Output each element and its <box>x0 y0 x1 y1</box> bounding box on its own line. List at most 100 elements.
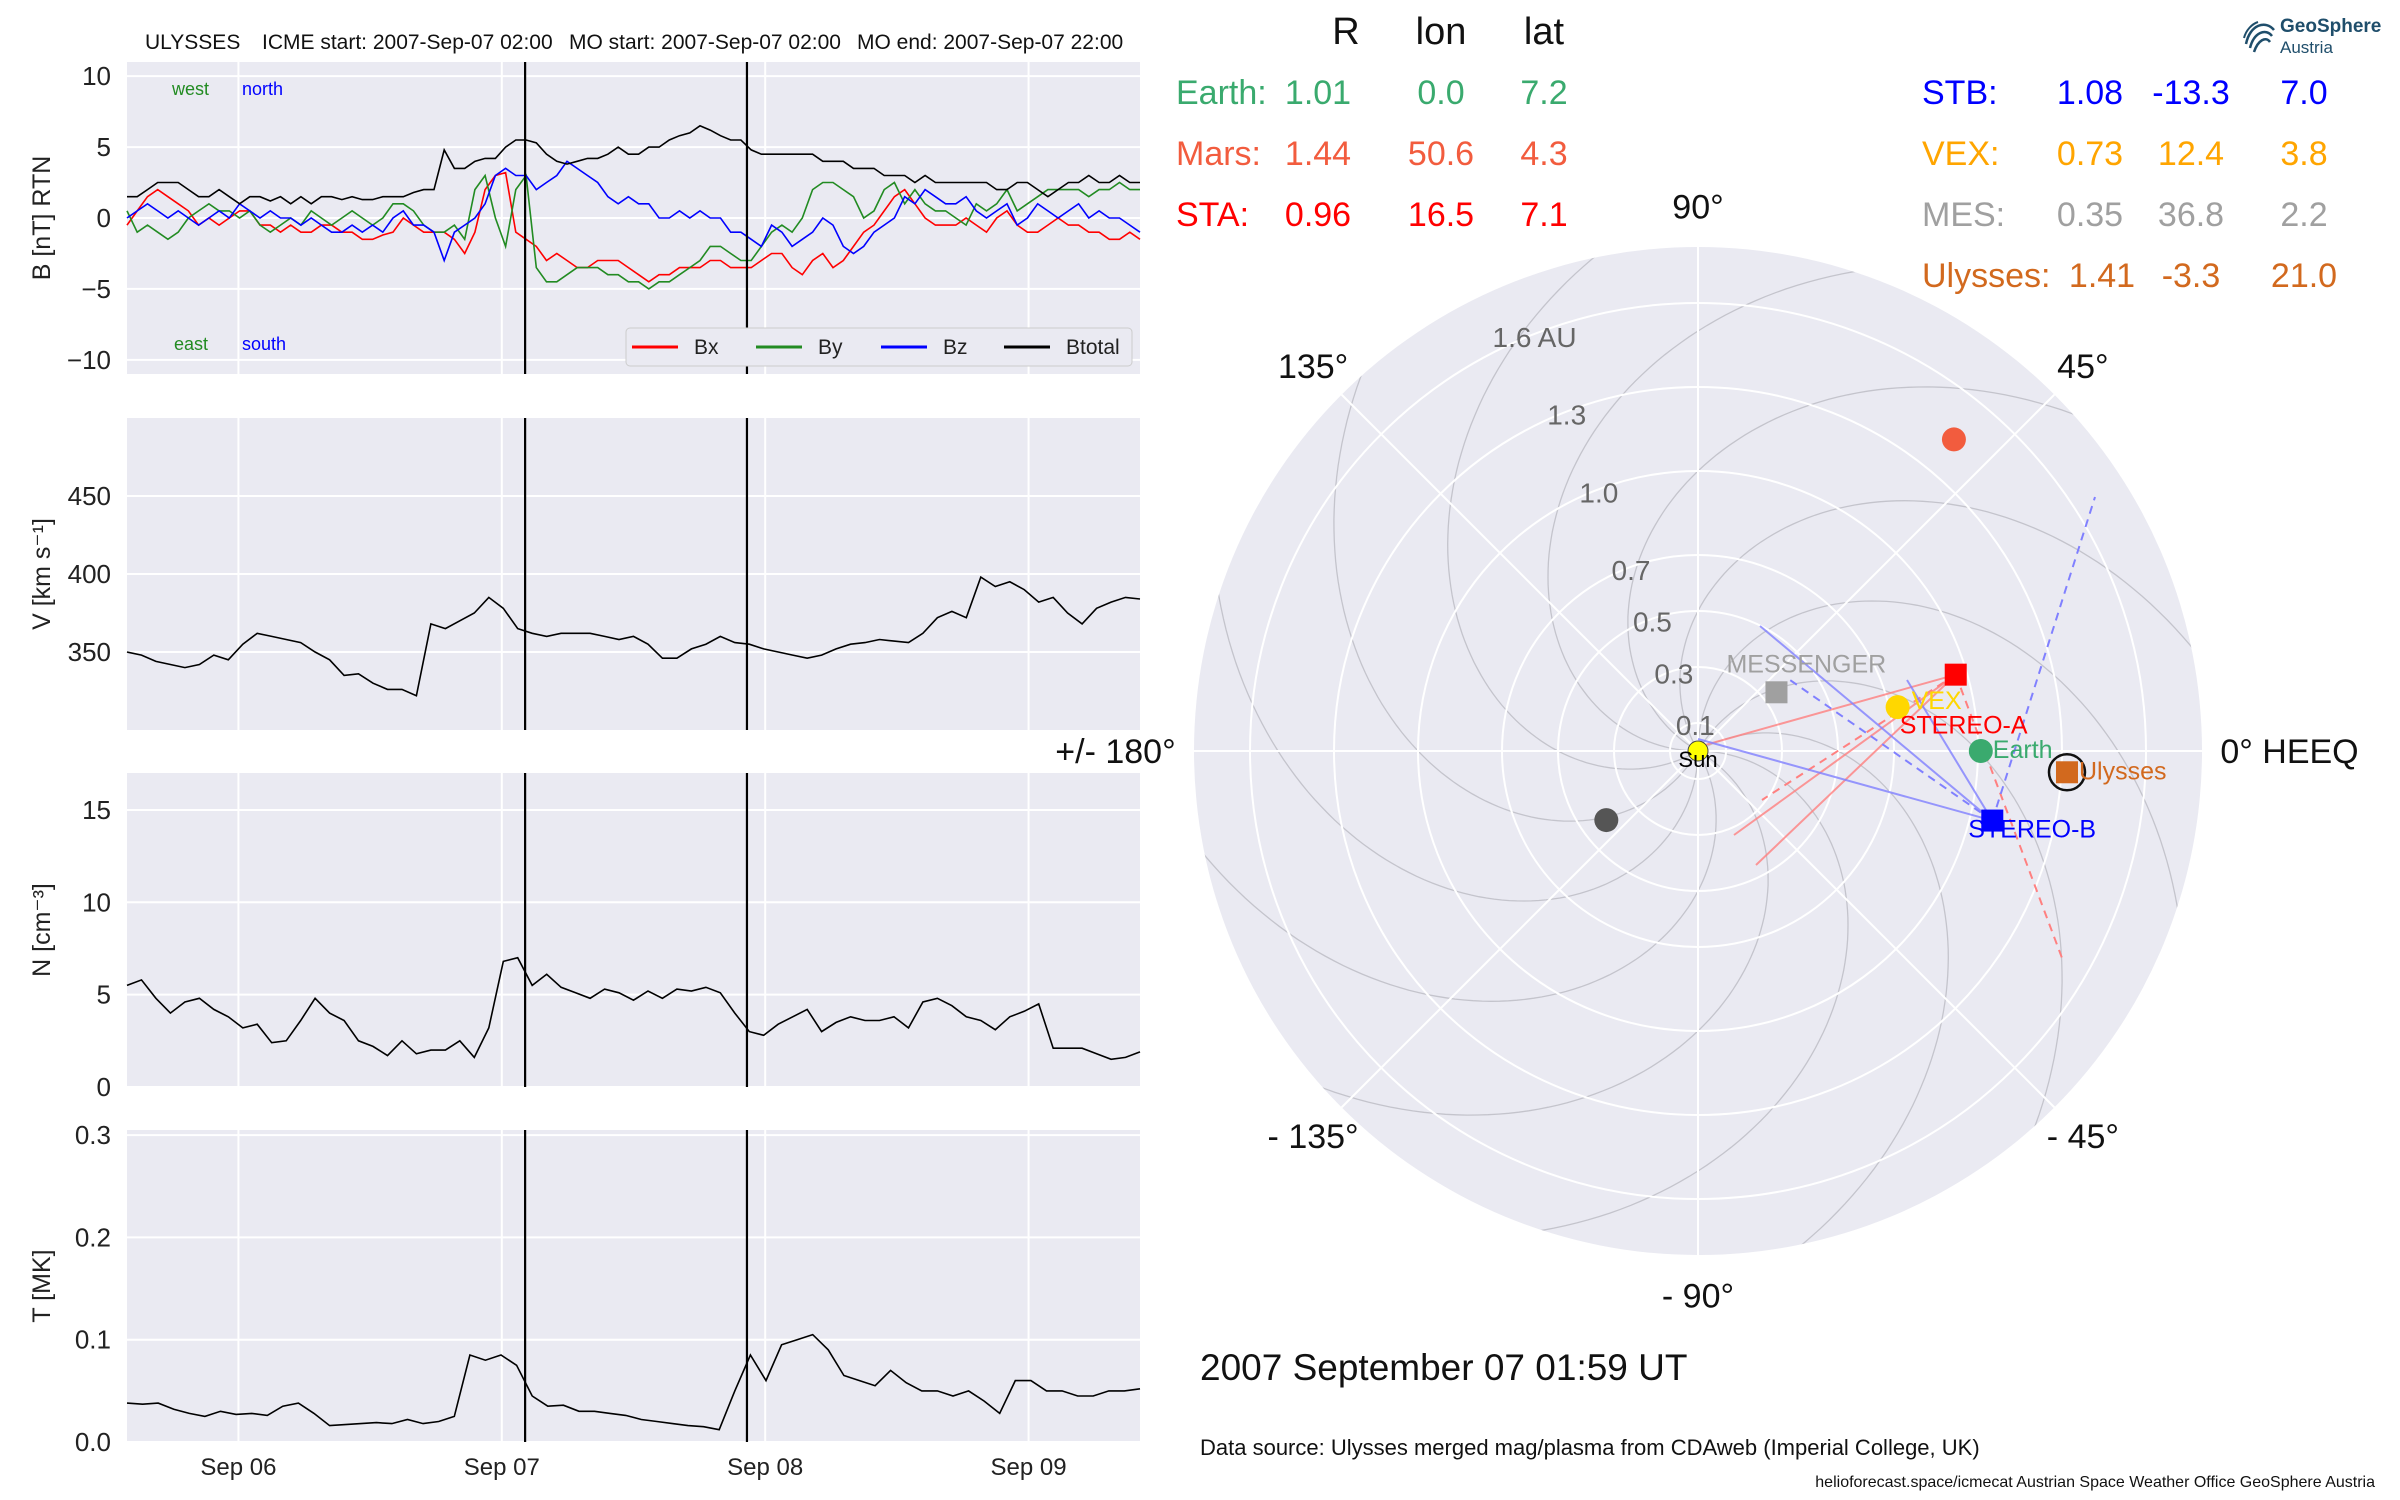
series-line-bz <box>126 160 1141 263</box>
legend: Bx By Bz Btotal <box>625 327 1133 367</box>
body-marker-stereo-a <box>1944 663 1967 686</box>
angle-label: - 45° <box>2047 1118 2119 1156</box>
table-cell-lon: 0.0 <box>1417 74 1464 112</box>
body-marker-messenger <box>1765 681 1788 704</box>
radial-tick-label: 0.1 <box>1676 710 1715 741</box>
table-cell-r: 1.44 <box>1285 135 1351 173</box>
y-tick-label: 0.2 <box>75 1222 111 1252</box>
angle-label: 45° <box>2057 348 2108 386</box>
table-header: R <box>1332 11 1359 53</box>
panel-speed: 450 400 350 V [km s⁻¹] <box>28 418 1141 730</box>
body-marker-stereo-b <box>1981 809 2004 832</box>
y-tick-label: 350 <box>68 637 111 667</box>
table-cell-r: 0.73 <box>2057 135 2123 173</box>
credits: helioforecast.space/icmecat Austrian Spa… <box>1815 1474 2375 1491</box>
panel-density: 15 10 5 0 N [cm⁻³] <box>28 773 1141 1102</box>
y-tick-label: 5 <box>97 132 111 162</box>
x-tick-label: Sep 08 <box>727 1454 803 1481</box>
table-cell-lat: 4.3 <box>1520 135 1567 173</box>
angle-label: - 90° <box>1662 1277 1734 1315</box>
table-cell-lat: 2.2 <box>2280 196 2327 234</box>
table-row-name: STA: <box>1176 196 1249 234</box>
table-row-name: Earth: <box>1176 74 1267 112</box>
series-line-v <box>126 575 1141 697</box>
table-row-name: STB: <box>1922 74 1998 112</box>
table-header: lat <box>1524 11 1565 53</box>
corner-label-east: east <box>174 334 208 354</box>
header-spacecraft: ULYSSES <box>145 31 240 54</box>
body-marker-sun <box>1687 740 1709 762</box>
table-cell-r: 1.08 <box>2057 74 2123 112</box>
trajectory-lines <box>1697 496 2096 959</box>
table-cell-lon: -3.3 <box>2162 257 2221 295</box>
body-label-messenger: MESSENGER <box>1726 650 1886 678</box>
ulysses-ring <box>2047 753 2087 792</box>
series-line-n <box>126 956 1141 1061</box>
angle-label: 0° HEEQ <box>2220 733 2358 771</box>
y-tick-label: 0.0 <box>75 1427 111 1457</box>
legend-label: Bz <box>943 336 968 359</box>
table-cell-lon: 50.6 <box>1408 135 1474 173</box>
table-cell-lon: 12.4 <box>2158 135 2224 173</box>
radial-tick-label: 0.3 <box>1654 658 1693 689</box>
header-mo-end: MO end: 2007-Sep-07 22:00 <box>857 31 1123 54</box>
panel-background <box>127 773 1140 1087</box>
table-row-name: Ulysses: <box>1922 257 2050 295</box>
body-label-sun: Sun <box>1678 747 1717 772</box>
table-cell-r: 1.41 <box>2069 257 2135 295</box>
y-tick-label: 15 <box>82 795 111 825</box>
angle-label: 135° <box>1278 348 1348 386</box>
radial-tick-label: 1.0 <box>1579 477 1618 508</box>
table-cell-r: 0.35 <box>2057 196 2123 234</box>
body-marker-ulysses <box>2055 761 2078 784</box>
polar-orbit-plot: 0.1 0.3 0.5 0.7 1.0 1.3 1.6 AU 0° HEEQ 45° 90° 135… <box>1055 189 2358 1316</box>
y-axis-label: T [MK] <box>28 1249 56 1322</box>
y-tick-label: −10 <box>67 345 111 375</box>
y-axis-label: V [km s⁻¹] <box>28 518 56 630</box>
table-cell-lat: 21.0 <box>2271 257 2337 295</box>
stb-line <box>1906 679 1994 822</box>
table-cell-lon: 16.5 <box>1408 196 1474 234</box>
series-line-t <box>126 1333 1141 1431</box>
y-tick-label: 0.3 <box>75 1120 111 1150</box>
y-tick-label: 450 <box>68 481 111 511</box>
y-tick-label: 10 <box>82 61 111 91</box>
series-line-bx <box>126 171 1141 283</box>
angle-label: - 135° <box>1268 1118 1359 1156</box>
body-marker-mercury <box>1594 808 1619 833</box>
header-icme-start: ICME start: 2007-Sep-07 02:00 <box>262 31 553 54</box>
table-cell-lon: -13.3 <box>2152 74 2230 112</box>
sta-line <box>1733 673 1957 836</box>
x-tick-label: Sep 06 <box>200 1454 276 1481</box>
corner-label-north: north <box>242 79 283 99</box>
table-row-name: Mars: <box>1176 135 1261 173</box>
y-axis-label: N [cm⁻³] <box>28 883 56 977</box>
geosphere-logo-icon <box>2243 21 2275 53</box>
table-cell-lat: 7.0 <box>2280 74 2327 112</box>
angle-label: +/- 180° <box>1055 733 1175 771</box>
table-cell-lat: 7.2 <box>1520 74 1567 112</box>
body-label-stereo-a: STEREO-A <box>1900 712 2028 740</box>
table-cell-r: 1.01 <box>1285 74 1351 112</box>
y-tick-label: 0.1 <box>75 1325 111 1355</box>
y-tick-label: 10 <box>82 887 111 917</box>
stb-dash-line <box>1991 496 2096 821</box>
x-tick-label: Sep 07 <box>464 1454 540 1481</box>
body-label-ulysses: Ulysses <box>2079 757 2167 785</box>
data-source: Data source: Ulysses merged mag/plasma f… <box>1200 1435 1980 1460</box>
radial-tick-label: 1.3 <box>1547 400 1586 431</box>
corner-label-west: west <box>171 79 209 99</box>
radial-tick-label: 0.5 <box>1633 607 1672 638</box>
panel-temperature: 0.3 0.2 0.1 0.0 T [MK] Sep 06 Sep 07 Sep 08 Sep … <box>28 1120 1141 1481</box>
corner-label-south: south <box>242 334 286 354</box>
stb-line <box>1697 738 1993 822</box>
radial-tick-label: 0.7 <box>1612 555 1651 586</box>
sta-dash-line <box>1761 673 1957 801</box>
x-tick-label: Sep 09 <box>991 1454 1067 1481</box>
body-label-stereo-b: STEREO-B <box>1968 816 2096 844</box>
table-cell-lat: 7.1 <box>1520 196 1567 234</box>
y-tick-label: −5 <box>81 274 111 304</box>
